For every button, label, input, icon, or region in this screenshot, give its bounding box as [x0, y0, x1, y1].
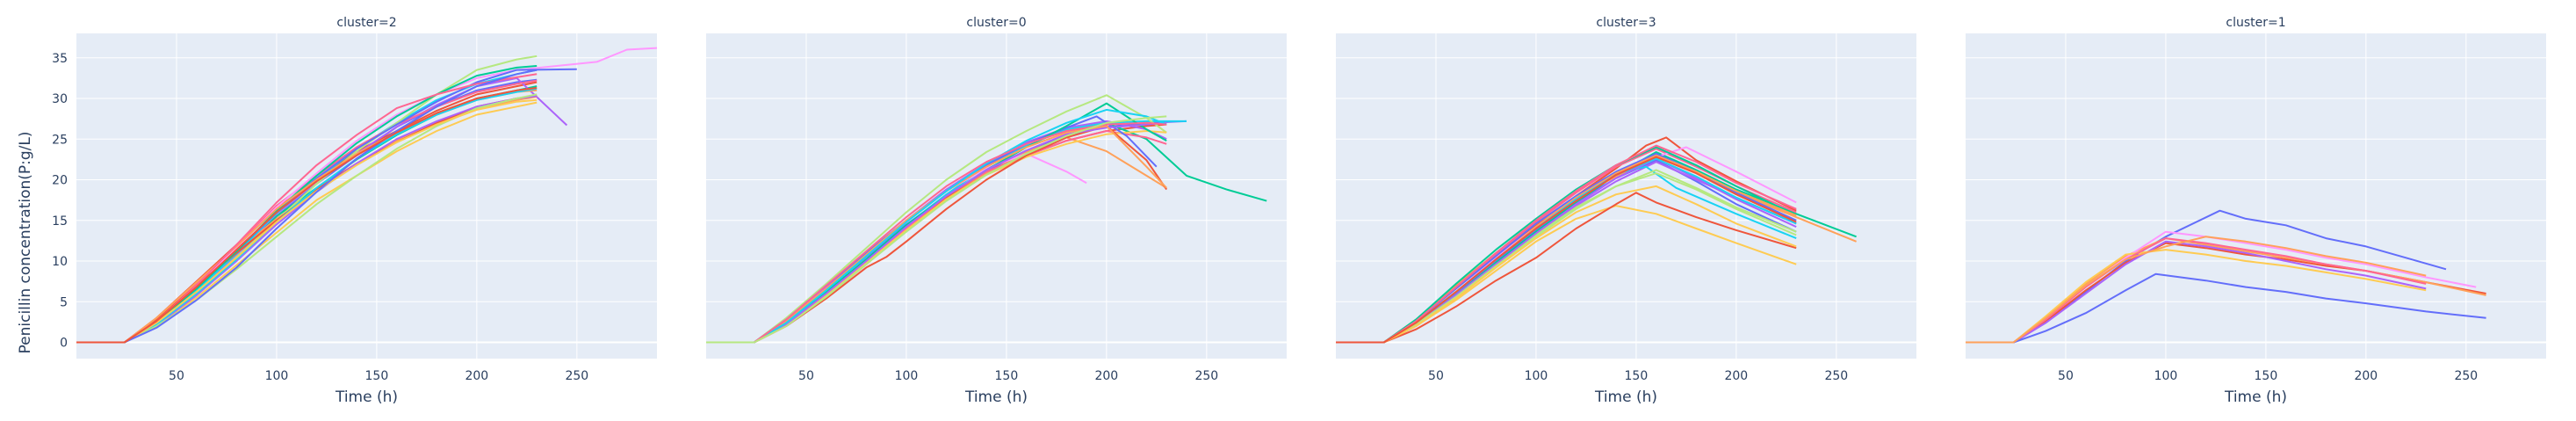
panel-title: cluster=1	[2226, 16, 2285, 30]
x-tick-label: 250	[565, 369, 588, 383]
x-tick-label: 50	[798, 369, 814, 383]
series-line	[706, 94, 1167, 344]
plot-background	[706, 33, 1287, 359]
series-line	[76, 93, 538, 344]
x-tick-label: 200	[465, 369, 488, 383]
x-tick-label: 200	[2354, 369, 2378, 383]
y-tick-label: 0	[60, 337, 68, 351]
series-line	[1336, 156, 1797, 344]
series-line	[1336, 192, 1797, 344]
x-tick-label: 200	[1094, 369, 1118, 383]
x-tick-label: 100	[895, 369, 919, 383]
series-line	[1336, 144, 1797, 344]
panel-title: cluster=0	[966, 16, 1026, 30]
panel-3: 50 100 150 200 250 cluster=1 Time (h)	[1966, 16, 2546, 406]
x-tick-label: 50	[1428, 369, 1444, 383]
x-axis-title: Time (h)	[335, 388, 398, 406]
series-line	[706, 121, 1167, 344]
y-tick-label: 5	[60, 295, 68, 309]
panel-title: cluster=3	[1596, 16, 1656, 30]
series-line	[1336, 169, 1797, 344]
x-tick-label: 250	[2454, 369, 2478, 383]
panel-2: 50 100 150 200 250 cluster=3 Time (h)	[1336, 16, 1916, 406]
series-line	[1966, 240, 2427, 344]
y-tick-label: 25	[52, 133, 68, 147]
x-tick-label: 200	[1724, 369, 1748, 383]
x-tick-label: 150	[365, 369, 389, 383]
panel-0: 50 100 150 200 250 0 5 10 15 20 25 30 35 cluster=2 Tim…	[52, 16, 658, 406]
x-axis-title: Time (h)	[1594, 388, 1657, 406]
y-tick-label: 30	[52, 92, 68, 106]
y-axis-title: Penicillin concentration(P:g/L)	[17, 132, 34, 354]
series-line	[706, 121, 1167, 344]
x-axis-title: Time (h)	[2224, 388, 2287, 406]
series-line	[1966, 272, 2486, 344]
panel-1: 50 100 150 200 250 cluster=0 Time (h)	[706, 16, 1287, 406]
series-line	[76, 87, 538, 344]
series-line	[1336, 185, 1797, 344]
x-axis-title: Time (h)	[964, 388, 1028, 406]
x-tick-label: 250	[1824, 369, 1848, 383]
x-tick-label: 250	[1194, 369, 1218, 383]
x-tick-label: 100	[2154, 369, 2178, 383]
plot-background	[76, 33, 657, 359]
y-tick-label: 15	[52, 214, 68, 229]
panel-title: cluster=2	[336, 16, 396, 30]
x-tick-label: 150	[995, 369, 1019, 383]
x-tick-label: 100	[1525, 369, 1548, 383]
y-tick-label: 10	[52, 255, 68, 269]
x-tick-label: 100	[265, 369, 289, 383]
series-line	[1966, 249, 2427, 344]
series-line	[76, 87, 538, 344]
series-line	[706, 108, 1167, 344]
series-line	[76, 69, 538, 344]
y-tick-label: 20	[52, 174, 68, 188]
series-line	[1336, 146, 1797, 344]
plot-background	[1336, 33, 1916, 359]
series-line	[1966, 236, 2427, 344]
x-tick-label: 150	[2255, 369, 2278, 383]
series-line	[706, 115, 1167, 344]
x-tick-label: 50	[2058, 369, 2074, 383]
x-tick-label: 50	[169, 369, 184, 383]
x-tick-label: 150	[1625, 369, 1649, 383]
y-tick-label: 35	[52, 52, 68, 66]
